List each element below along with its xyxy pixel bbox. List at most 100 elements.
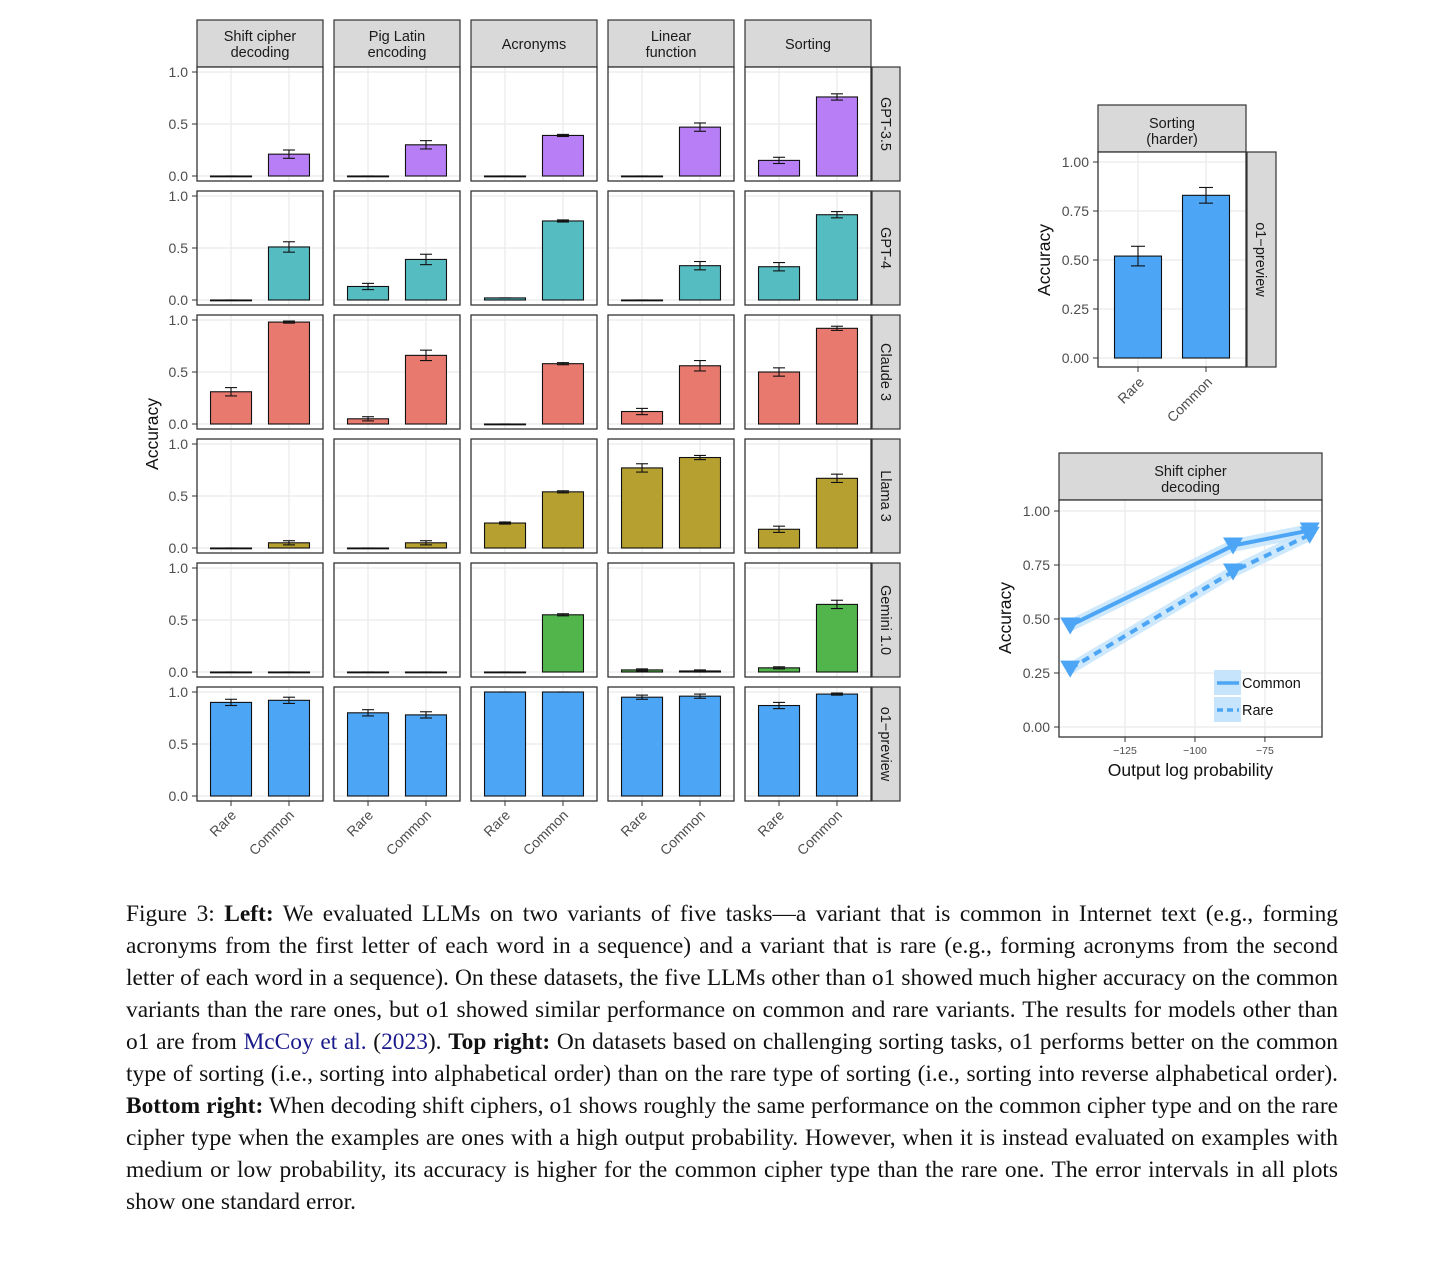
x-tick-label: Common [1164,374,1215,425]
column-strip [196,19,324,68]
y-tick-label: 0.0 [169,292,189,308]
bar-common [678,126,722,177]
bar-common [541,363,585,425]
citation-authors-link[interactable]: McCoy et al. [243,1029,367,1055]
legend-label: Common [1242,676,1301,692]
bar-common [404,354,448,425]
y-tick-label: 0.5 [169,488,189,504]
panel-border [1097,151,1247,368]
column-strip-label: Pig Latin encoding [368,29,427,61]
y-axis-label: Accuracy [995,582,1015,654]
y-tick-label: 0.5 [169,612,189,628]
bar-common [815,214,859,301]
panel-border [744,686,872,802]
y-tick-label: 0.5 [169,364,189,380]
panel-border [196,562,324,678]
y-tick-label: 0.25 [1023,665,1050,681]
facet-strip [1097,104,1247,153]
panel-border [1058,499,1323,738]
y-tick-label: 1.0 [169,436,189,452]
x-tick-label: Common [246,807,297,858]
column-strip-label: Linear function [646,29,697,61]
y-tick-label: 0.0 [169,168,189,184]
y-tick-label: 0.25 [1062,301,1089,317]
y-tick-label: 0.75 [1062,203,1089,219]
y-tick-label: 0.5 [169,240,189,256]
y-tick-label: 1.0 [169,188,189,204]
bar-rare [209,701,253,797]
row-strip-label: GPT-3.5 [877,97,893,151]
row-strip-label: o1−preview [877,707,893,782]
panel-border [196,66,324,182]
y-tick-label: 1.0 [169,312,189,328]
caption-text-bottom-right: When decoding shift ciphers, o1 shows ro… [126,1093,1338,1215]
y-tick-label: 0.00 [1062,350,1089,366]
bar-common [541,220,585,301]
row-strip [871,438,901,554]
legend-label: Rare [1242,703,1273,719]
facet-strip [1058,452,1323,501]
panel-border [333,190,461,306]
column-strip [333,19,461,68]
panel-border [333,314,461,430]
x-tick-label: Common [520,807,571,858]
caption-text-top-right: On datasets based on challenging sorting… [126,1029,1339,1087]
row-strip [871,190,901,306]
x-tick-label: −75 [1256,745,1274,757]
citation-year-link[interactable]: 2023 [381,1029,428,1055]
panel-border [196,686,324,802]
bar-common [815,96,859,177]
row-strip-label: o1−preview [1252,222,1268,297]
y-tick-label: 0.0 [169,788,189,804]
row-strip-label: Gemini 1.0 [877,585,893,655]
x-tick-label: Rare [754,807,787,840]
bar-common [678,456,722,549]
bar-rare [483,522,527,549]
x-tick-label: Common [657,807,708,858]
bar-common [541,491,585,549]
y-tick-label: 0.0 [169,540,189,556]
panel-border [607,438,735,554]
row-strip [871,66,901,182]
bar-rare [209,391,253,425]
bar-rare [620,467,664,549]
y-tick-label: 1.0 [169,64,189,80]
y-tick-label: 0.75 [1023,557,1050,573]
y-axis-label: Accuracy [142,398,162,470]
panel-border [607,314,735,430]
data-point-rare [1223,563,1244,581]
column-strip-label: Sorting [785,37,831,53]
x-tick-label: −125 [1113,745,1137,757]
panel-border [744,66,872,182]
citation-paren: ). [427,1029,449,1055]
panel-border [333,562,461,678]
x-tick-label: Rare [480,807,513,840]
bar-common [404,714,448,797]
data-point-rare [1299,526,1320,544]
y-tick-label: 0.50 [1023,611,1050,627]
y-tick-label: 0.00 [1023,719,1050,735]
bar-rare [483,691,527,797]
figure: Shift cipher decoding Pig Latin encoding Acr… [142,19,1323,858]
bar-common [541,134,585,177]
y-tick-label: 0.0 [169,416,189,432]
bar-rare [757,704,801,797]
citation-paren: ( [366,1029,382,1055]
row-strip [871,562,901,678]
y-tick-label: 1.00 [1062,154,1089,170]
bar-common [678,365,722,425]
x-tick-label: −100 [1183,745,1207,757]
y-tick-label: 1.0 [169,684,189,700]
row-strip [871,686,901,802]
bar-common [815,327,859,425]
bar-common [815,477,859,549]
data-point-common [1060,617,1081,635]
x-tick-label: Rare [206,807,239,840]
bar-rare [1113,255,1163,359]
y-tick-label: 1.00 [1023,503,1050,519]
bar-common [267,246,311,301]
bar-common [267,321,311,425]
row-strip [871,314,901,430]
caption-bottom-right-head: Bottom right: [126,1093,264,1119]
panel-border [470,438,598,554]
